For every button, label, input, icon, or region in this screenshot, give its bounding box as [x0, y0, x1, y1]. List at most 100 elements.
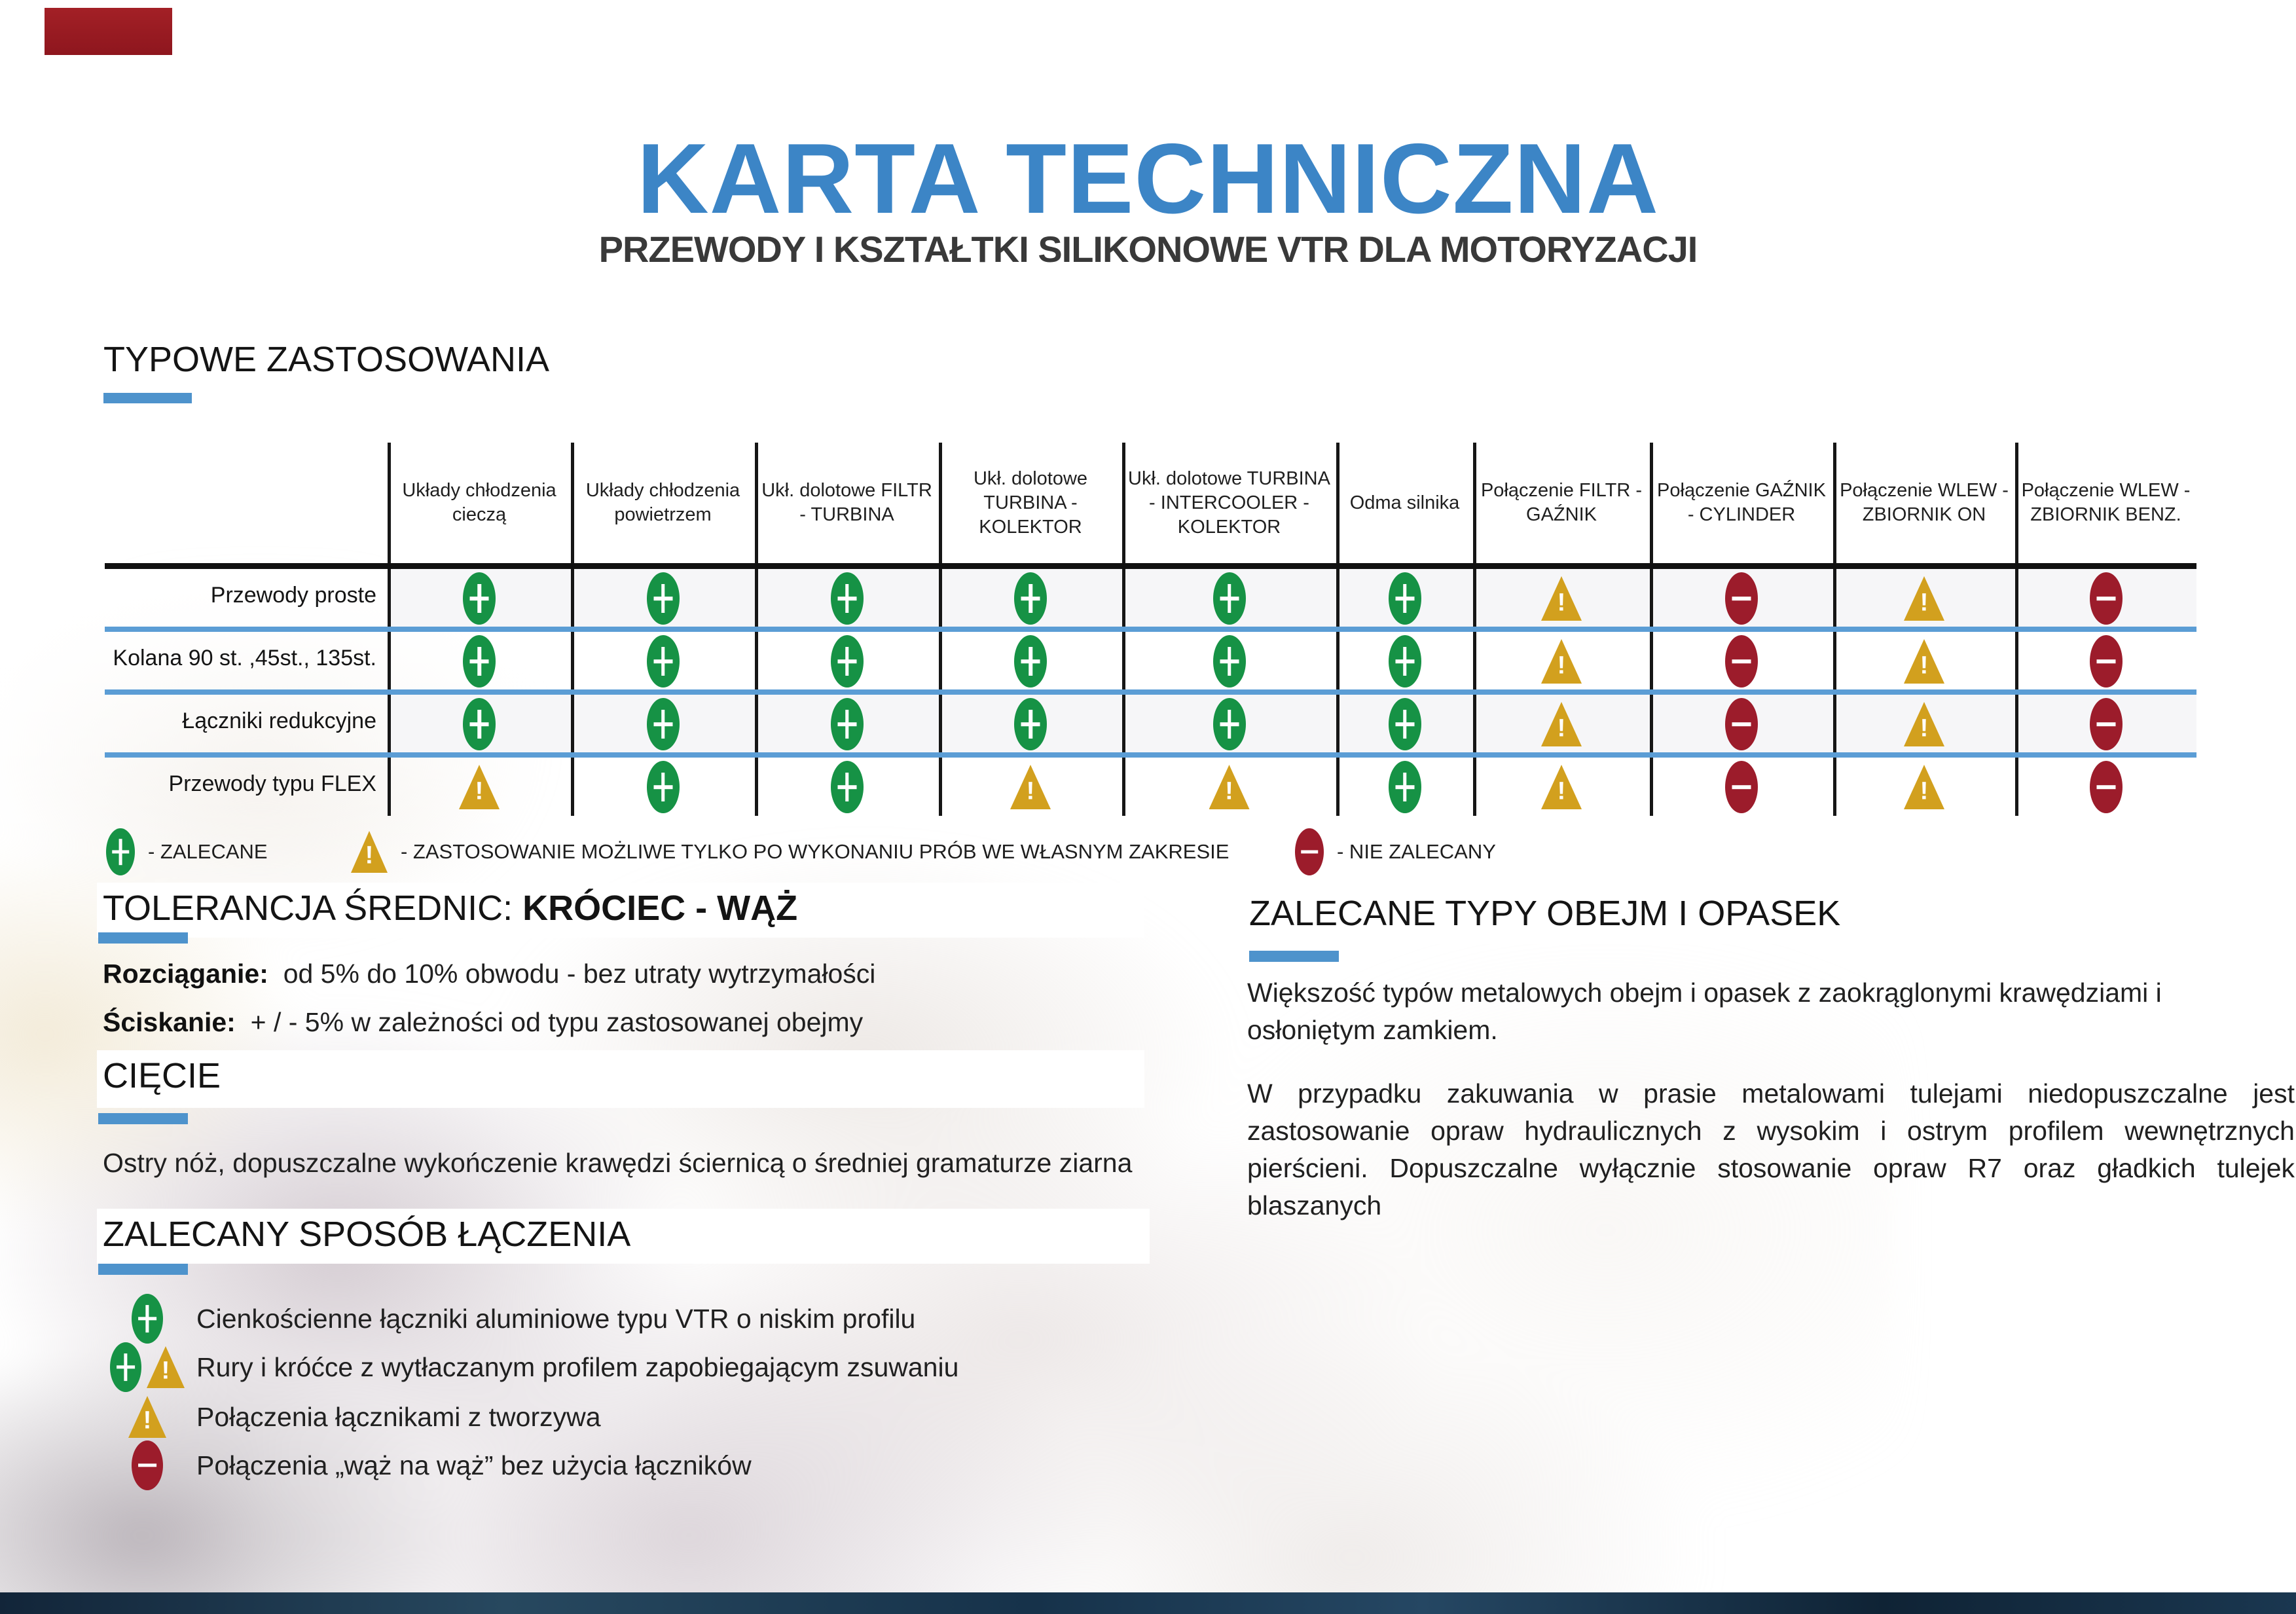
- page-title: KARTA TECHNICZNA: [636, 123, 1660, 234]
- table-cell: [1725, 761, 1758, 816]
- table-cell: [1541, 765, 1582, 813]
- minus-icon: [1725, 761, 1758, 813]
- tolerance-line-stretch: Rozciąganie: od 5% do 10% obwodu - bez u…: [103, 959, 875, 989]
- table-cell: [2089, 761, 2123, 816]
- table-cell: [1904, 702, 1944, 750]
- warning-icon: [1541, 765, 1582, 809]
- minus-icon: [2089, 635, 2123, 688]
- plus-icon: [646, 698, 680, 750]
- table-cell: [459, 765, 500, 813]
- warning-icon: [1010, 765, 1051, 809]
- plus-icon: [646, 635, 680, 688]
- column-header: Połączenie WLEW - ZBIORNIK ON: [1840, 480, 2009, 525]
- warning-icon: [459, 765, 500, 809]
- tolerance-stretch-label: Rozciąganie:: [103, 959, 268, 989]
- table-cell: [646, 761, 680, 816]
- table-cell: [1725, 698, 1758, 754]
- plus-icon: [463, 572, 496, 625]
- brand-logo-block: [45, 8, 172, 55]
- column-header: Ukł. dolotowe FILTR - TURBINA: [761, 480, 932, 525]
- plus-icon: [463, 698, 496, 750]
- legend-not-recommended-label: - NIE ZALECANY: [1337, 840, 1496, 863]
- table-cell: [1388, 698, 1421, 754]
- table-row-stripe: [388, 695, 2196, 752]
- joining-item-text: Cienkościenne łączniki aluminiowe typu V…: [196, 1303, 916, 1334]
- column-header: Połączenie GAŹNIK - CYLINDER: [1657, 480, 1826, 525]
- plus-icon: [646, 761, 680, 813]
- section-title-clamps: ZALECANE TYPY OBEJM I OPASEK: [1249, 894, 1841, 933]
- cutting-text: Ostry nóż, dopuszczalne wykończenie kraw…: [103, 1148, 1133, 1178]
- section-title-joining: ZALECANY SPOSÓB ŁĄCZENIA: [103, 1215, 631, 1254]
- warning-icon: [1541, 702, 1582, 746]
- table-cell: [1904, 576, 1944, 624]
- minus-icon: [1725, 572, 1758, 625]
- heading-band-cutting: [97, 1050, 1144, 1108]
- plus-icon: [830, 698, 864, 750]
- plus-icon: [106, 828, 135, 875]
- warning-icon: [1904, 576, 1944, 621]
- table-cell: [2089, 572, 2123, 628]
- table-cell: [646, 572, 680, 628]
- warning-icon: [1904, 765, 1944, 809]
- minus-icon: [2089, 761, 2123, 813]
- table-cell: [1014, 635, 1047, 691]
- table-row-label: Łączniki redukcyjne: [182, 708, 376, 733]
- joining-item: Rury i króćce z wytłaczanym profilem zap…: [98, 1340, 958, 1395]
- tolerance-title-bold: KRÓCIEC - WĄŻ: [522, 889, 798, 928]
- plus-icon: [1388, 635, 1421, 688]
- table-cell: [1014, 572, 1047, 628]
- table-cell: [463, 635, 496, 691]
- legend-recommended-label: - ZALECANE: [148, 840, 268, 863]
- table-cell: [1904, 765, 1944, 813]
- table-cell: [1212, 698, 1246, 754]
- tolerance-stretch-text: od 5% do 10% obwodu - bez utraty wytrzym…: [283, 959, 876, 989]
- joining-item-icons: [98, 1396, 196, 1438]
- warning-icon: [1904, 702, 1944, 746]
- column-header: Układy chłodzenia cieczą: [402, 480, 556, 525]
- plus-icon: [110, 1342, 141, 1392]
- plus-icon: [830, 635, 864, 688]
- warning-icon: [1541, 639, 1582, 684]
- plus-icon: [463, 635, 496, 688]
- joining-item-text: Połączenia „wąż na wąż” bez użycia łączn…: [196, 1450, 752, 1480]
- table-cell: [1388, 635, 1421, 691]
- table-row-label: Kolana 90 st. ,45st., 135st.: [113, 646, 376, 670]
- tolerance-compress-text: + / - 5% w zależności od typu zastosowan…: [250, 1007, 864, 1037]
- blue-underline-applications: [103, 393, 192, 403]
- plus-icon: [132, 1294, 163, 1344]
- plus-icon: [1388, 761, 1421, 813]
- table-cell: [2089, 698, 2123, 754]
- table-cell: [1388, 572, 1421, 628]
- table-cell: [1014, 698, 1047, 754]
- table-row-stripe: [388, 568, 2196, 627]
- heading-band-joining: [97, 1209, 1150, 1264]
- table-cell: [1541, 639, 1582, 687]
- column-header: Ukł. dolotowe TURBINA - INTERCOOLER - KO…: [1128, 468, 1330, 538]
- blue-underline-clamps: [1249, 951, 1339, 962]
- blue-underline-tolerance: [98, 932, 188, 944]
- warning-icon: [1904, 639, 1944, 684]
- table-cell: [463, 572, 496, 628]
- table-row-label: Przewody typu FLEX: [168, 771, 376, 796]
- table-cell: [1212, 635, 1246, 691]
- tolerance-compress-label: Ściskanie:: [103, 1007, 236, 1037]
- table-cell: [1725, 635, 1758, 691]
- joining-item-text: Rury i króćce z wytłaczanym profilem zap…: [196, 1351, 959, 1382]
- joining-item: Cienkościenne łączniki aluminiowe typu V…: [98, 1291, 915, 1346]
- joining-item: Połączenia „wąż na wąż” bez użycia łączn…: [98, 1438, 752, 1493]
- table-cell: [646, 635, 680, 691]
- table-cell: [1725, 572, 1758, 628]
- minus-icon: [132, 1440, 163, 1490]
- clamps-paragraph-2: W przypadku zakuwania w prasie metalowam…: [1247, 1078, 2295, 1220]
- plus-icon: [1212, 572, 1246, 625]
- plus-icon: [646, 572, 680, 625]
- column-header: Ukł. dolotowe TURBINA - KOLEKTOR: [973, 468, 1088, 538]
- legend-not-recommended: - NIE ZALECANY: [1295, 825, 1496, 879]
- table-cell: [1541, 576, 1582, 624]
- section-title-cutting: CIĘCIE: [103, 1056, 221, 1095]
- column-header: Połączenie FILTR - GAŹNIK: [1480, 480, 1643, 525]
- joining-item-icons: [98, 1342, 196, 1392]
- table-row-label: Przewody proste: [210, 583, 376, 608]
- joining-item-icons: [98, 1294, 196, 1344]
